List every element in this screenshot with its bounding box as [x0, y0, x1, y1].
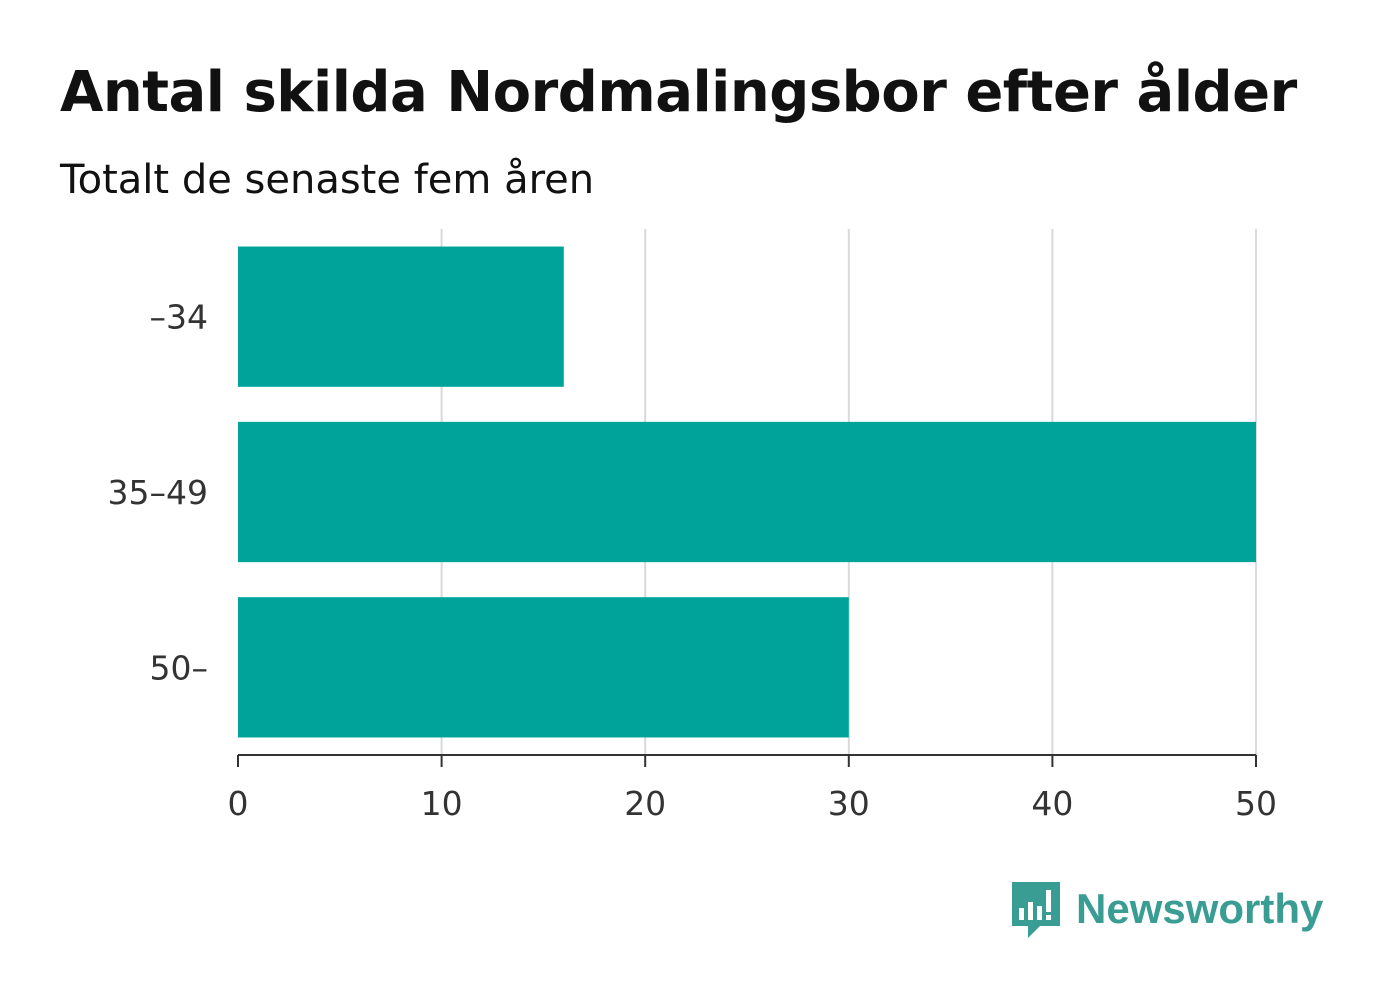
newsworthy-bar-chart-icon [1012, 882, 1060, 938]
category-label-1: 35–49 [108, 473, 208, 512]
x-tick-label-50: 50 [1235, 784, 1277, 823]
bar-0 [238, 246, 564, 387]
category-label-0: –34 [150, 298, 209, 337]
chart-subtitle: Totalt de senaste fem åren [60, 157, 595, 203]
x-tick-label-0: 0 [228, 784, 249, 823]
category-label-2: 50– [150, 648, 209, 687]
x-tick-label-20: 20 [624, 784, 666, 823]
x-tick-label-10: 10 [421, 784, 463, 823]
x-tick-label-30: 30 [828, 784, 870, 823]
newsworthy-logo: Newsworthy [1010, 878, 1323, 940]
bar-2 [238, 597, 849, 738]
bar-1 [238, 421, 1256, 563]
chart-title: Antal skilda Nordmalingsbor efter ålder [60, 60, 1297, 125]
logo-text: Newsworthy [1076, 885, 1324, 932]
x-tick-label-40: 40 [1031, 784, 1073, 823]
